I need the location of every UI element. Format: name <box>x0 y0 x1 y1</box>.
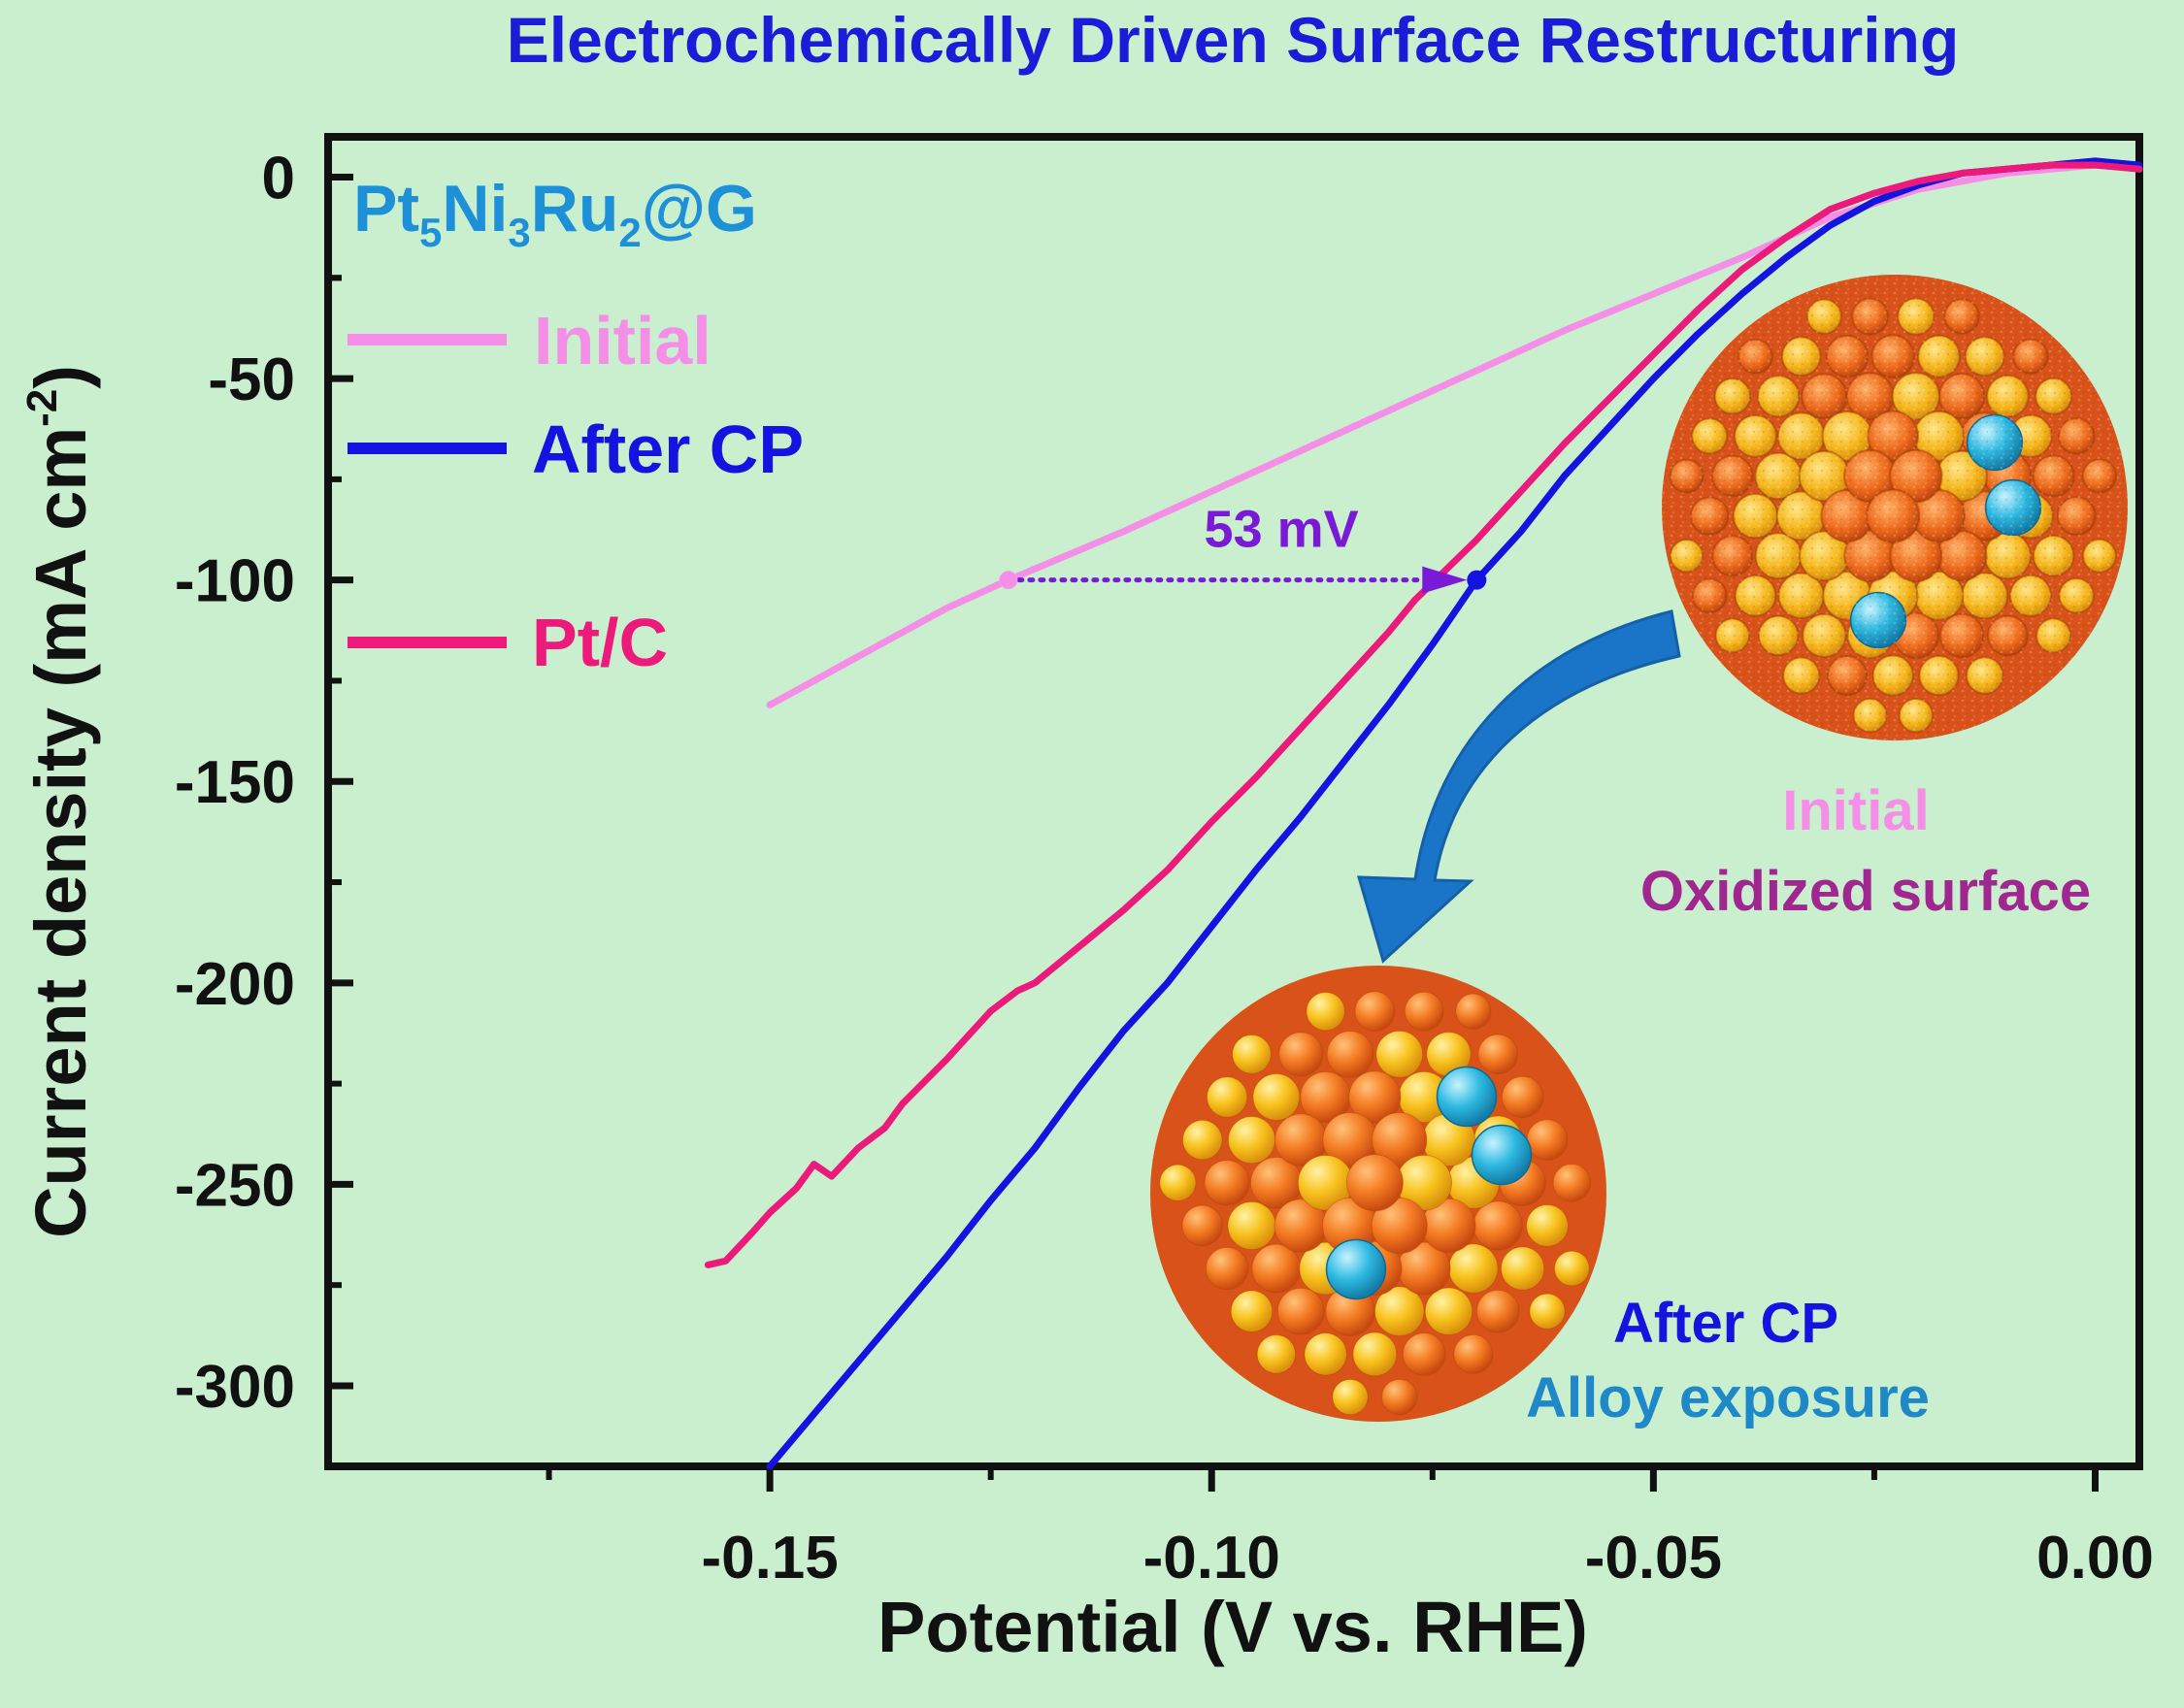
y-axis-label-main: Current density (mA cm <box>20 427 101 1238</box>
atom <box>1354 991 1396 1033</box>
atom <box>1256 1334 1297 1374</box>
transformation-arrow <box>1356 609 1681 964</box>
atom <box>1501 1075 1544 1119</box>
atom <box>1552 1163 1592 1202</box>
legend-label-after-cp: After CP <box>532 411 804 487</box>
atom <box>1473 1200 1523 1251</box>
atom <box>1326 1031 1374 1078</box>
atom <box>1159 1164 1197 1201</box>
y-tick-label: -50 <box>208 346 295 413</box>
atom <box>1205 1246 1249 1291</box>
series-line-initial <box>766 161 2143 708</box>
atom <box>1526 1119 1569 1162</box>
y-tick-label: -200 <box>175 951 295 1018</box>
y-axis-label: Current density (mA cm-2) <box>18 365 101 1238</box>
sample-label-ru: Ru <box>531 172 619 246</box>
x-tick-label: -0.10 <box>1143 1525 1280 1592</box>
ru-atom <box>1436 1066 1498 1128</box>
atom <box>1500 1246 1545 1291</box>
atom <box>1206 1076 1248 1118</box>
sample-label-pt-sub: 5 <box>419 210 442 255</box>
atom <box>1227 1116 1276 1165</box>
initial-nanoparticle-illustration <box>1662 275 2128 740</box>
legend-label-ptc: Pt/C <box>532 605 668 680</box>
y-tick-label: -300 <box>175 1354 295 1421</box>
legend-label-initial: Initial <box>534 303 711 378</box>
atom <box>1352 1331 1398 1377</box>
x-tick-label: -0.15 <box>701 1525 838 1592</box>
atom <box>1475 1289 1520 1333</box>
y-tick-label: 0 <box>262 146 295 213</box>
legend: Initial After CP Pt/C <box>347 303 804 680</box>
atom <box>1232 1034 1272 1074</box>
atom <box>1373 1286 1425 1337</box>
atom <box>1348 1070 1402 1124</box>
atom <box>1304 1332 1347 1376</box>
overpotential-annotation: 53 mV <box>999 501 1487 594</box>
initial-state-title: Initial <box>1782 779 1929 842</box>
atom <box>1181 1119 1223 1161</box>
atom <box>1424 1287 1473 1335</box>
atom <box>1553 1250 1590 1287</box>
sample-label-ni-sub: 3 <box>508 210 530 255</box>
atom <box>1181 1204 1224 1247</box>
atom <box>1251 1243 1302 1294</box>
plot-frame <box>324 133 2143 1470</box>
sample-label-ru-sub: 2 <box>618 210 641 255</box>
atom <box>1529 1293 1566 1330</box>
atom <box>1526 1204 1569 1247</box>
atom <box>1455 993 1492 1030</box>
sample-label: Pt5Ni3Ru2@G <box>353 172 757 255</box>
axis-ticks <box>328 174 2099 1492</box>
x-tick-label: -0.05 <box>1585 1525 1722 1592</box>
sample-label-ni: Ni <box>442 172 508 246</box>
atom <box>1276 1287 1325 1335</box>
series-lines <box>704 157 2143 1470</box>
tick-labels: 0 -50 -100 -150 -200 -250 -300 -0.15 -0.10 -0.05 0… <box>175 146 2154 1592</box>
after-cp-state-subtitle: Alloy exposure <box>1526 1366 1930 1429</box>
atom <box>1278 1032 1324 1077</box>
y-tick-label: -100 <box>175 548 295 615</box>
alloy-surface-atoms <box>1159 991 1592 1416</box>
series-line-pt-c <box>704 161 2143 1268</box>
y-axis-label-sup: -2 <box>18 389 66 427</box>
annotation-label: 53 mV <box>1205 501 1359 559</box>
chart-title: Electrochemically Driven Surface Restruc… <box>507 4 1960 76</box>
atom <box>1371 1197 1428 1255</box>
atom <box>1402 1332 1446 1376</box>
atom <box>1372 1112 1428 1168</box>
series-line-after-cp <box>766 157 2143 1470</box>
atom <box>1252 1073 1301 1121</box>
ru-atom <box>1325 1238 1387 1300</box>
atom <box>1204 1160 1250 1206</box>
atom <box>1227 1200 1276 1251</box>
annotation-end-dot <box>1467 570 1487 590</box>
sample-label-tail: @G <box>642 172 757 246</box>
after-cp-nanoparticle-illustration <box>1150 966 1606 1422</box>
atom <box>1404 991 1444 1032</box>
initial-state-subtitle: Oxidized surface <box>1640 860 2091 923</box>
y-tick-label: -250 <box>175 1152 295 1219</box>
atom <box>1381 1378 1418 1416</box>
atom <box>1345 1154 1404 1212</box>
ru-atom <box>1471 1124 1533 1186</box>
y-axis-label-close: ) <box>20 365 101 389</box>
after-cp-state-title: After CP <box>1613 1292 1838 1355</box>
atom <box>1477 1034 1519 1075</box>
annotation-arrowhead <box>1422 566 1468 594</box>
x-tick-label: 0.00 <box>2036 1525 2154 1592</box>
y-tick-label: -150 <box>175 749 295 816</box>
atom <box>1332 1378 1369 1416</box>
atom <box>1453 1333 1494 1374</box>
atom <box>1375 1030 1424 1078</box>
atom <box>1306 991 1345 1032</box>
annotation-start-dot <box>999 571 1018 590</box>
sample-label-pt: Pt <box>353 172 419 246</box>
atom <box>1230 1290 1274 1333</box>
x-axis-label: Potential (V vs. RHE) <box>877 1587 1588 1667</box>
